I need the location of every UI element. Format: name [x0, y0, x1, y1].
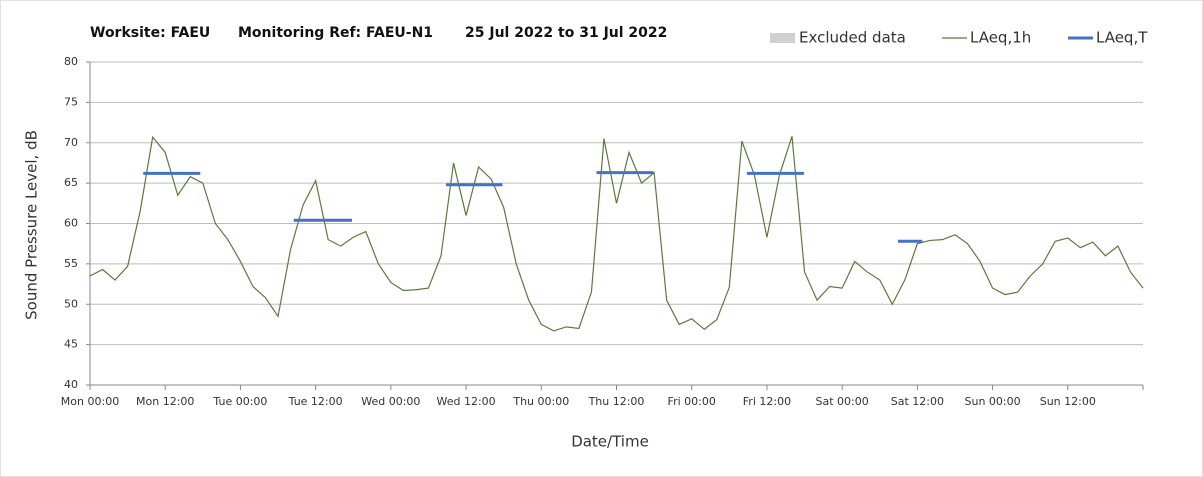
legend-label: Excluded data — [799, 29, 906, 47]
y-tick-label: 65 — [64, 176, 78, 189]
x-tick-label: Thu 12:00 — [588, 395, 645, 408]
y-tick-label: 60 — [64, 217, 78, 230]
x-axis-title: Date/Time — [571, 433, 649, 451]
y-tick-label: 55 — [64, 257, 78, 270]
y-tick-label: 45 — [64, 338, 78, 351]
line-series — [89, 135, 1144, 332]
x-tick-label: Tue 00:00 — [212, 395, 267, 408]
legend-label: LAeq,1h — [970, 29, 1031, 47]
y-tick-label: 75 — [64, 95, 78, 108]
x-tick-label: Sat 00:00 — [816, 395, 869, 408]
y-tick-label: 70 — [64, 136, 78, 149]
y-tick-label: 80 — [64, 55, 78, 68]
x-tick-label: Thu 00:00 — [512, 395, 569, 408]
x-tick-label: Mon 12:00 — [136, 395, 194, 408]
legend-swatch — [770, 33, 795, 43]
y-axis-title: Sound Pressure Level, dB — [23, 130, 41, 320]
x-tick-label: Sun 00:00 — [965, 395, 1021, 408]
x-tick-label: Fri 12:00 — [743, 395, 791, 408]
x-tick-label: Wed 00:00 — [361, 395, 420, 408]
title-dates: 25 Jul 2022 to 31 Jul 2022 — [465, 25, 667, 41]
x-tick-label: Tue 12:00 — [288, 395, 343, 408]
x-tick-label: Sat 12:00 — [891, 395, 944, 408]
y-tick-label: 40 — [64, 378, 78, 391]
legend-label: LAeq,T — [1096, 29, 1148, 47]
x-tick-label: Wed 12:00 — [436, 395, 495, 408]
title-ref: Monitoring Ref: FAEU-N1 — [238, 25, 433, 41]
x-tick-label: Mon 00:00 — [61, 395, 119, 408]
x-tick-label: Fri 00:00 — [668, 395, 716, 408]
x-tick-label: Sun 12:00 — [1040, 395, 1096, 408]
title-worksite: Worksite: FAEU — [90, 25, 210, 41]
y-tick-label: 50 — [64, 297, 78, 310]
